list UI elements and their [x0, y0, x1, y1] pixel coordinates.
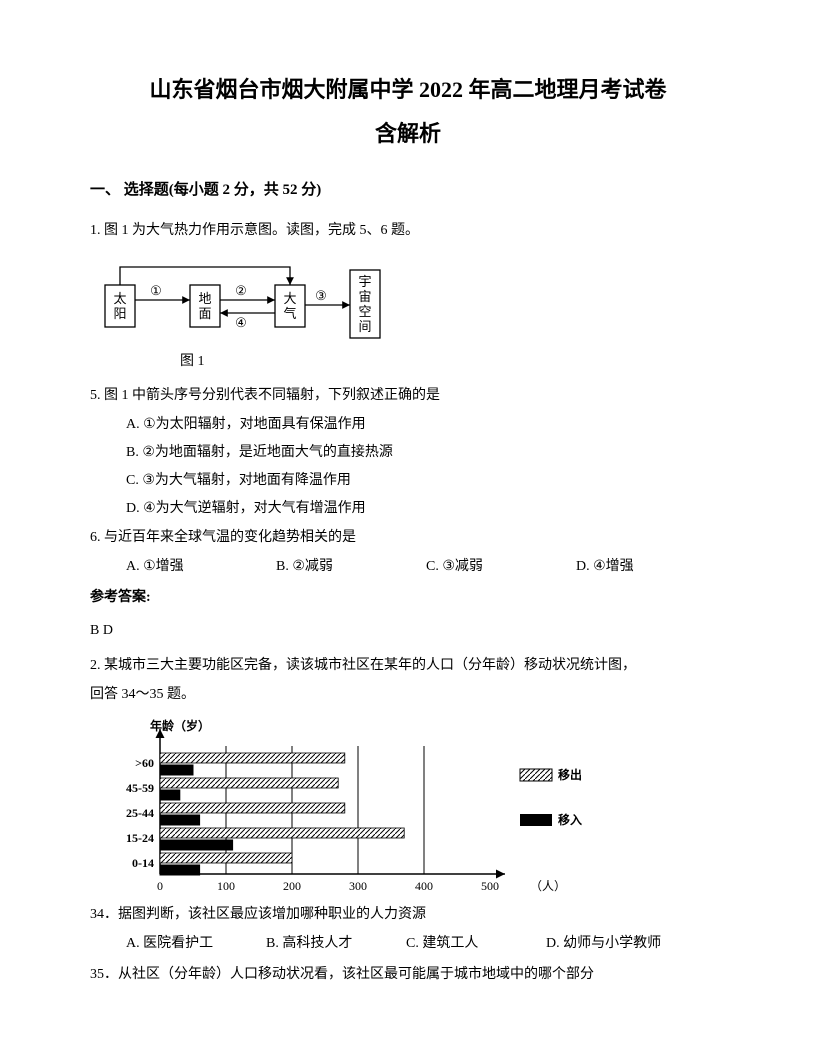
- svg-text:200: 200: [283, 879, 301, 893]
- q6-options: A. ①增强 B. ②减弱 C. ③减弱 D. ④增强: [126, 554, 726, 579]
- q35-stem: 35．从社区（分年龄）人口移动状况看，该社区最可能属于城市地域中的哪个部分: [90, 962, 726, 987]
- svg-text:移入: 移入: [558, 812, 582, 827]
- svg-text:面: 面: [198, 306, 211, 321]
- svg-text:大: 大: [283, 291, 296, 306]
- q34-opt-b: B. 高科技人才: [266, 931, 406, 956]
- svg-text:④: ④: [235, 315, 247, 330]
- svg-text:宙: 宙: [358, 289, 371, 304]
- svg-text:45-59: 45-59: [126, 781, 154, 795]
- svg-text:空: 空: [358, 304, 371, 319]
- q6-opt-c: C. ③减弱: [426, 554, 576, 579]
- q5-stem: 5. 图 1 中箭头序号分别代表不同辐射，下列叙述正确的是: [90, 383, 726, 408]
- answer-label: 参考答案:: [90, 585, 726, 610]
- section-header: 一、 选择题(每小题 2 分，共 52 分): [90, 177, 726, 204]
- diagram-1-atmosphere: 太阳 地面 大气 宇宙空间 ① ② ③ ④: [100, 255, 400, 345]
- q6-opt-d: D. ④增强: [576, 554, 726, 579]
- page-subtitle: 含解析: [90, 114, 726, 154]
- svg-text:0: 0: [157, 879, 163, 893]
- svg-text:宇: 宇: [358, 274, 371, 289]
- svg-text:300: 300: [349, 879, 367, 893]
- svg-text:100: 100: [217, 879, 235, 893]
- q6-opt-b: B. ②减弱: [276, 554, 426, 579]
- q5-opt-c: C. ③为大气辐射，对地面有降温作用: [126, 468, 726, 493]
- svg-text:间: 间: [358, 319, 371, 334]
- q34-opt-d: D. 幼师与小学教师: [546, 931, 686, 956]
- svg-text:③: ③: [315, 288, 327, 303]
- svg-text:太: 太: [113, 291, 126, 306]
- q34-options: A. 医院看护工 B. 高科技人才 C. 建筑工人 D. 幼师与小学教师: [126, 931, 726, 956]
- svg-text:移出: 移出: [558, 767, 582, 782]
- page-title: 山东省烟台市烟大附属中学 2022 年高二地理月考试卷: [90, 70, 726, 110]
- q5-opt-d: D. ④为大气逆辐射，对大气有增温作用: [126, 496, 726, 521]
- svg-text:400: 400: [415, 879, 433, 893]
- q1-intro: 1. 图 1 为大气热力作用示意图。读图，完成 5、6 题。: [90, 218, 726, 243]
- svg-text:阳: 阳: [113, 306, 126, 321]
- q6-opt-a: A. ①增强: [126, 554, 276, 579]
- answer-value: B D: [90, 618, 726, 643]
- q34-opt-a: A. 医院看护工: [126, 931, 266, 956]
- q2-intro-2: 回答 34～35 题。: [90, 682, 726, 707]
- svg-text:0-14: 0-14: [132, 856, 154, 870]
- q5-opt-a: A. ①为太阳辐射，对地面具有保温作用: [126, 412, 726, 437]
- svg-text:①: ①: [150, 283, 162, 298]
- svg-text:>60: >60: [135, 756, 154, 770]
- q2-intro-1: 2. 某城市三大主要功能区完备，读该城市社区在某年的人口（分年龄）移动状况统计图…: [90, 653, 726, 678]
- svg-text:25-44: 25-44: [126, 806, 154, 820]
- q6-stem: 6. 与近百年来全球气温的变化趋势相关的是: [90, 525, 726, 550]
- svg-text:500: 500: [481, 879, 499, 893]
- diagram-1-caption: 图 1: [180, 349, 726, 374]
- svg-text:15-24: 15-24: [126, 831, 154, 845]
- q34-stem: 34．据图判断，该社区最应该增加哪种职业的人力资源: [90, 902, 726, 927]
- svg-text:年龄（岁）: 年龄（岁）: [150, 718, 210, 733]
- q5-opt-b: B. ②为地面辐射，是近地面大气的直接热源: [126, 440, 726, 465]
- svg-text:②: ②: [235, 283, 247, 298]
- chart-population-migration: 年龄（岁） 0 100 200 300 400 500 （人） >60 45-59 25-44 15-…: [100, 714, 600, 894]
- svg-text:气: 气: [283, 306, 296, 321]
- q34-opt-c: C. 建筑工人: [406, 931, 546, 956]
- svg-text:（人）: （人）: [530, 879, 566, 893]
- svg-text:地: 地: [198, 291, 211, 306]
